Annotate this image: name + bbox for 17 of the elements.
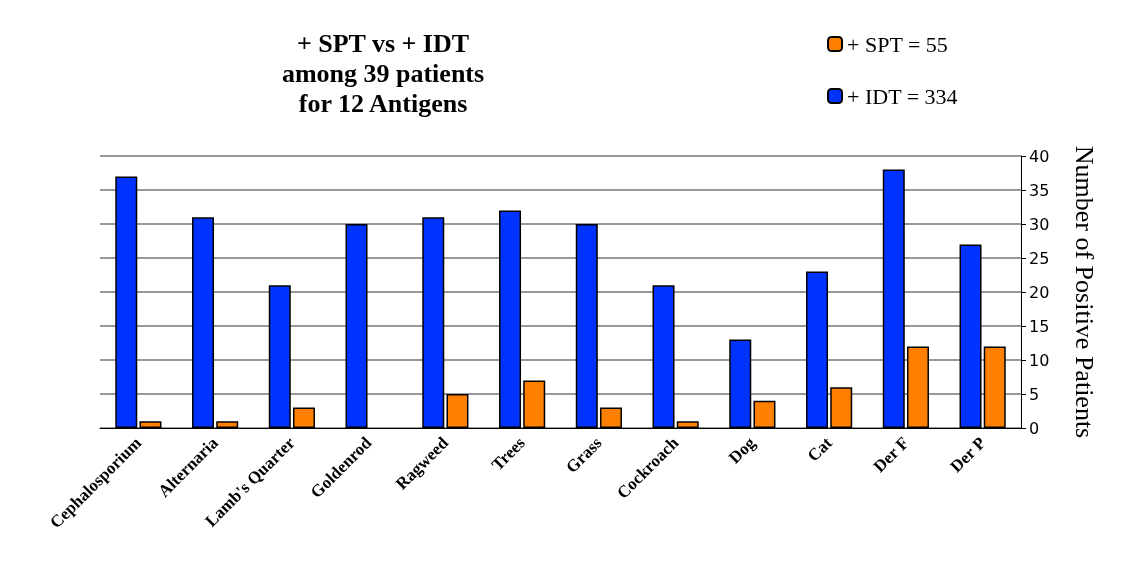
y-tick-label: 30 bbox=[1029, 214, 1050, 234]
x-tick-label: Der P bbox=[946, 433, 990, 477]
y-tick-label: 5 bbox=[1029, 384, 1040, 404]
x-tick-label: Der F bbox=[869, 433, 913, 477]
y-tick-label: 0 bbox=[1029, 418, 1040, 438]
y-tick-label: 40 bbox=[1029, 146, 1050, 166]
legend-label: + SPT = 55 bbox=[847, 31, 948, 57]
x-tick-label: Cat bbox=[803, 433, 837, 466]
y-tick-label: 15 bbox=[1029, 316, 1050, 336]
x-tick-label: Dog bbox=[724, 432, 760, 468]
y-tick-label: 20 bbox=[1029, 282, 1050, 302]
y-axis-title: Number of Positive Patients bbox=[1069, 145, 1099, 439]
legend-label: + IDT = 334 bbox=[847, 83, 958, 109]
y-tick-label: 10 bbox=[1029, 350, 1050, 370]
y-tick-label: 35 bbox=[1029, 180, 1050, 200]
chart-title: + SPT vs + IDT among 39 patients for 12 Antigens bbox=[281, 28, 485, 118]
y-tick-label: 25 bbox=[1029, 248, 1050, 268]
